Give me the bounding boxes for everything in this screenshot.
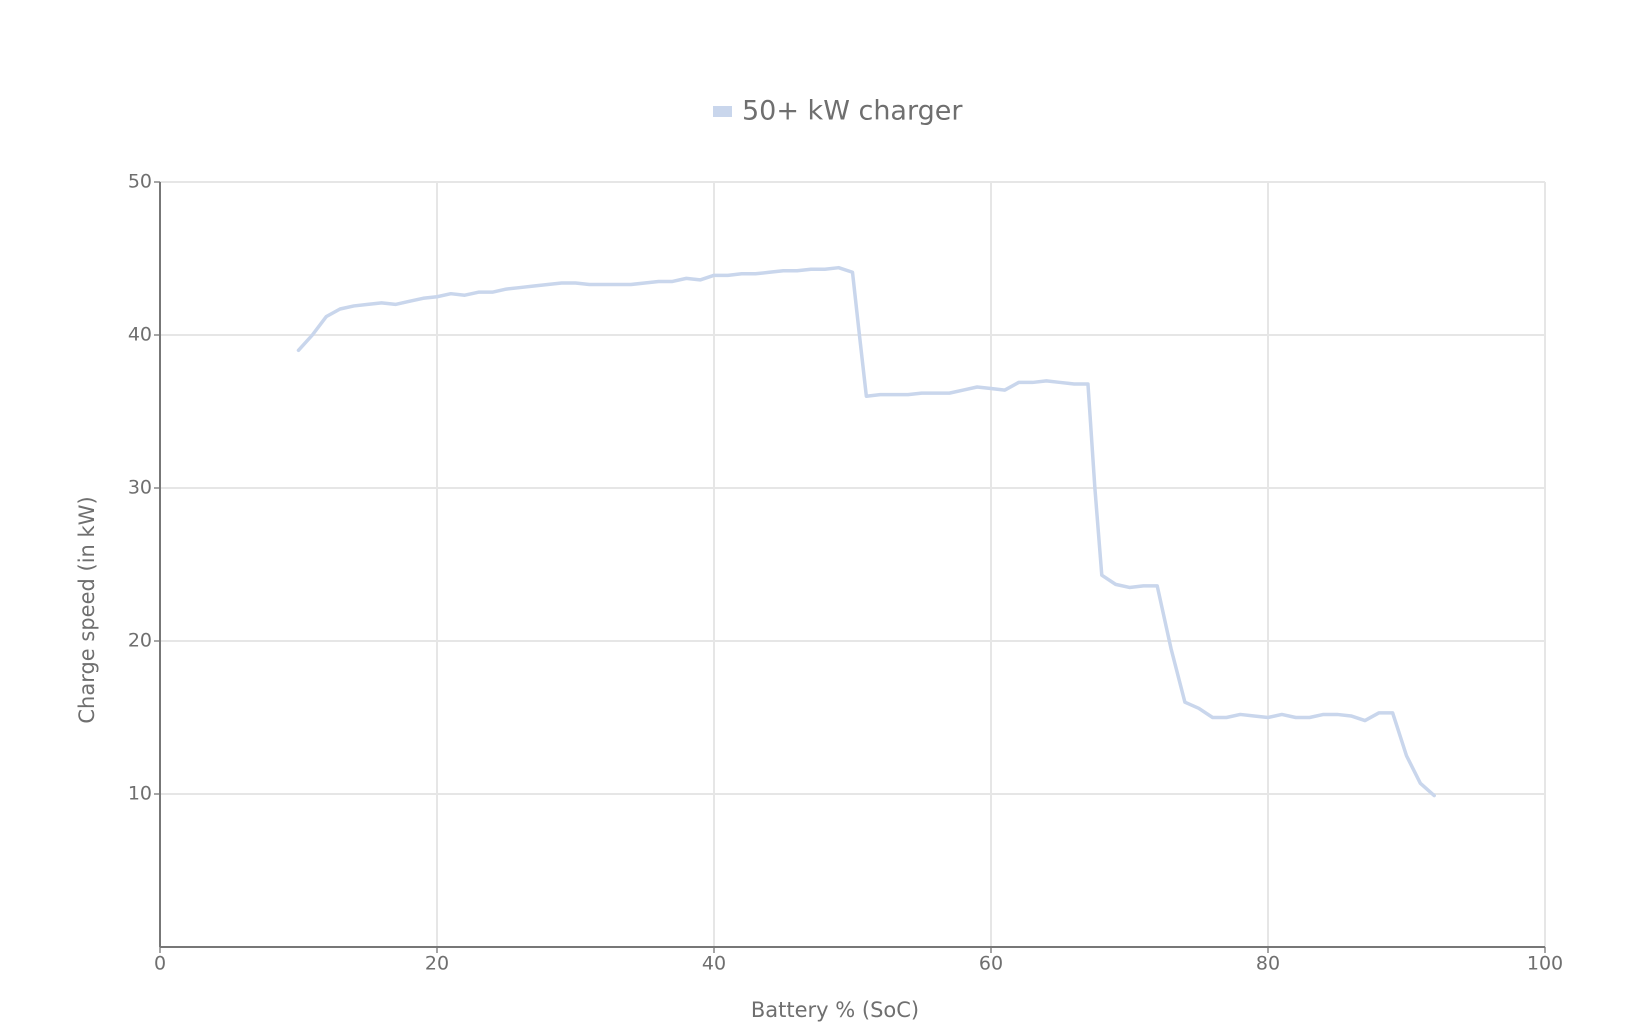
data-line	[296, 265, 1436, 798]
y-tick-label: 10	[128, 783, 152, 805]
x-tick-label: 100	[1527, 953, 1563, 975]
legend-swatch	[713, 106, 732, 117]
x-tick-label: 60	[979, 953, 1003, 975]
legend-label: 50+ kW charger	[742, 96, 963, 127]
y-axis-label: Charge speed (in kW)	[75, 496, 99, 723]
x-tick-label: 20	[425, 953, 449, 975]
x-tick-label: 80	[1256, 953, 1280, 975]
y-tick-label: 30	[128, 477, 152, 499]
y-tick-label: 50	[128, 171, 152, 193]
x-axis-label: Battery % (SoC)	[751, 998, 919, 1022]
y-tick-label: 20	[128, 630, 152, 652]
x-tick-label: 0	[154, 953, 166, 975]
x-tick-label: 40	[702, 953, 726, 975]
y-tick-label: 40	[128, 324, 152, 346]
